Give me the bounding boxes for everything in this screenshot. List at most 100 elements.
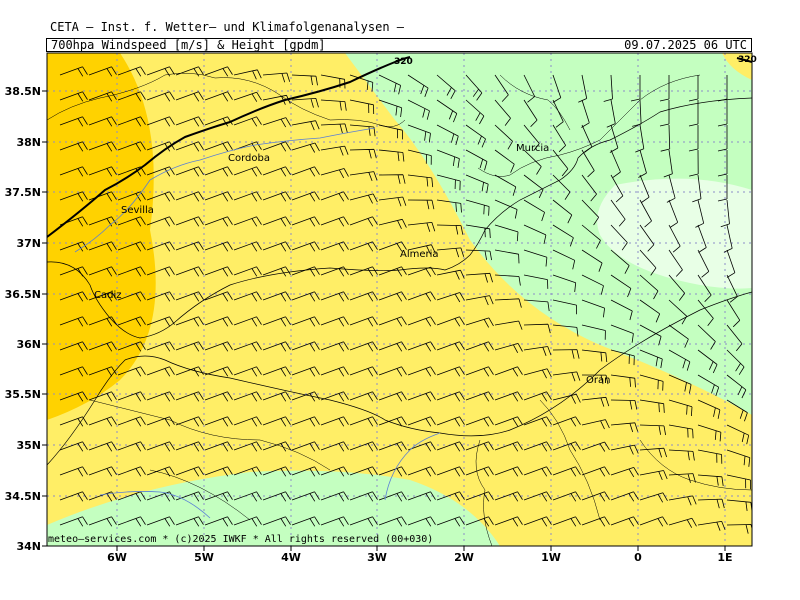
wind-barb — [262, 191, 291, 202]
internal-border-east — [477, 74, 701, 177]
wind-barb — [668, 374, 692, 394]
wind-barb — [262, 341, 291, 352]
wind-barb — [630, 75, 641, 102]
wind-barb — [639, 470, 668, 481]
header-bar: 700hpa Windspeed [m/s] & Height [gpdm] 0… — [46, 38, 752, 52]
wind-barb — [436, 416, 465, 427]
wind-barb — [407, 466, 436, 477]
wind-barb — [291, 341, 320, 352]
wind-barb — [610, 199, 626, 227]
wind-barb — [349, 416, 378, 427]
wind-barb — [349, 466, 378, 477]
lon-tick-label: 3W — [367, 551, 387, 564]
wind-barb — [349, 74, 374, 92]
wind-barb — [59, 316, 88, 327]
wind-barb — [609, 124, 619, 153]
wind-barb — [668, 399, 693, 417]
wind-barb — [465, 441, 494, 452]
wind-barb — [349, 391, 378, 402]
wind-barb — [175, 316, 204, 327]
wind-barb — [407, 291, 436, 302]
wind-barb — [610, 444, 639, 455]
wind-barb — [146, 416, 175, 427]
wind-barbs — [59, 66, 752, 534]
wind-barb — [717, 100, 728, 127]
lat-tick-label: 35N — [16, 439, 41, 452]
wind-barb — [688, 75, 699, 102]
wind-barb — [117, 266, 146, 277]
longitude-ticks: 6W 5W 4W 3W 2W 1W 0 1E — [107, 546, 733, 564]
wind-barb — [523, 174, 544, 199]
wind-barb — [88, 191, 117, 202]
wind-barb — [291, 416, 320, 427]
guadalquivir-river — [74, 127, 376, 253]
wind-barb — [494, 366, 523, 377]
wind-barb — [88, 416, 117, 427]
wind-barb — [320, 491, 349, 502]
city-label-oran: Oran — [586, 375, 610, 386]
wind-barb — [59, 266, 88, 277]
wind-barb — [552, 416, 581, 427]
wind-barb — [465, 199, 490, 216]
wind-barb — [291, 391, 320, 402]
wind-barb — [581, 441, 610, 452]
wind-barb — [88, 166, 117, 177]
wind-barb — [668, 274, 686, 301]
city-label-cordoba: Cordoba — [228, 153, 270, 164]
wind-barb — [552, 199, 573, 224]
wind-barb — [726, 524, 752, 534]
wind-barb — [407, 366, 436, 377]
wind-barb — [552, 371, 581, 382]
wind-barb — [88, 441, 117, 452]
wind-barb — [610, 491, 639, 502]
wind-barb — [349, 241, 378, 252]
wind-barb — [88, 91, 117, 102]
pale-green-zone — [597, 178, 752, 289]
wind-barb — [494, 416, 523, 427]
wind-barb — [523, 346, 552, 356]
wind-barb — [610, 349, 635, 366]
wind-barb — [494, 516, 523, 527]
wind-barb — [523, 124, 540, 152]
wind-barb — [146, 216, 175, 227]
wind-barb — [291, 166, 320, 177]
wind-barb — [204, 366, 233, 377]
city-label-murcia: Murcia — [516, 143, 549, 154]
wind-barb — [291, 441, 320, 452]
wind-barb — [697, 399, 721, 419]
lon-tick-label: 1E — [717, 551, 732, 564]
lat-tick-label: 37N — [16, 237, 41, 250]
lat-tick-label: 36N — [16, 338, 41, 351]
wind-barb — [465, 74, 483, 101]
wind-barb — [204, 141, 233, 152]
wind-barb — [610, 274, 632, 298]
wind-barb — [660, 124, 671, 152]
wind-barb — [697, 324, 716, 350]
wind-barb — [494, 199, 518, 219]
lon-tick-label: 0 — [634, 551, 642, 564]
wind-barb — [610, 299, 633, 321]
city-labels: Cordoba Sevilla Murcia Almeria Cadiz Oran — [94, 143, 610, 386]
wind-barb — [262, 166, 291, 177]
wind-barb — [494, 320, 523, 330]
wind-barb — [204, 391, 233, 402]
lon-tick-label: 5W — [194, 551, 214, 564]
wind-barb — [204, 291, 233, 302]
wind-barb — [88, 66, 117, 77]
wind-barb — [639, 324, 662, 346]
wind-barb — [117, 341, 146, 352]
wind-barb — [436, 316, 465, 327]
wind-barb — [204, 91, 233, 102]
wind-barb — [262, 141, 291, 152]
wind-barb — [523, 74, 536, 103]
wind-barb — [175, 191, 204, 202]
wind-barb — [262, 266, 291, 277]
wind-barb — [659, 100, 670, 127]
wind-barb — [117, 291, 146, 302]
wind-barb — [88, 216, 117, 227]
wind-barb — [581, 224, 601, 249]
wind-barb — [436, 269, 465, 280]
wind-barb — [233, 366, 262, 377]
wind-barb — [726, 349, 745, 375]
wind-barb — [378, 366, 407, 377]
